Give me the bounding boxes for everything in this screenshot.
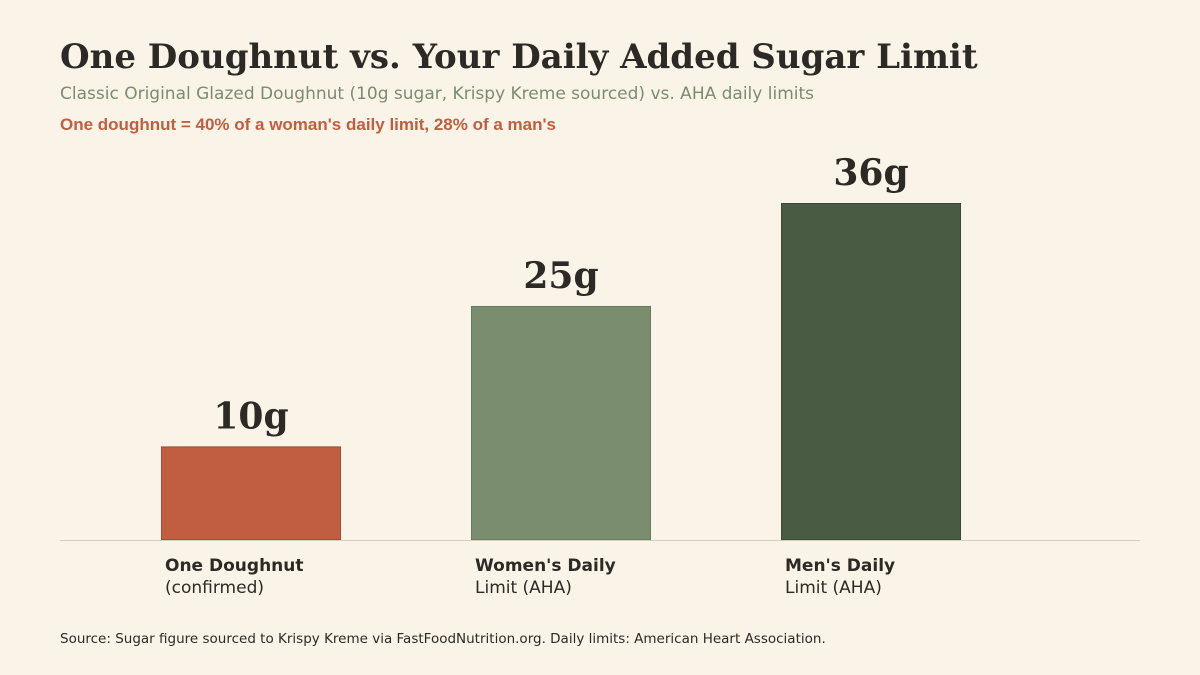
source-note: Source: Sugar figure sourced to Krispy K… [60,631,826,647]
category-sublabel: (confirmed) [165,578,264,598]
category-label: One Doughnut [165,556,304,576]
chart-subtitle: Classic Original Glazed Doughnut (10g su… [60,84,815,104]
bar [471,305,651,540]
bar-value-label: 25g [523,255,598,297]
category-label: Women's Daily [475,556,616,576]
bar-value-label: 36g [833,152,908,194]
bar-value-label: 10g [213,395,288,437]
bar [161,446,341,540]
bar [781,203,961,540]
category-sublabel: Limit (AHA) [785,578,882,598]
category-label: Men's Daily [785,556,895,576]
chart-title: One Doughnut vs. Your Daily Added Sugar … [60,37,978,77]
category-sublabel: Limit (AHA) [475,578,572,598]
chart-annotation: One doughnut = 40% of a woman's daily li… [60,115,556,134]
